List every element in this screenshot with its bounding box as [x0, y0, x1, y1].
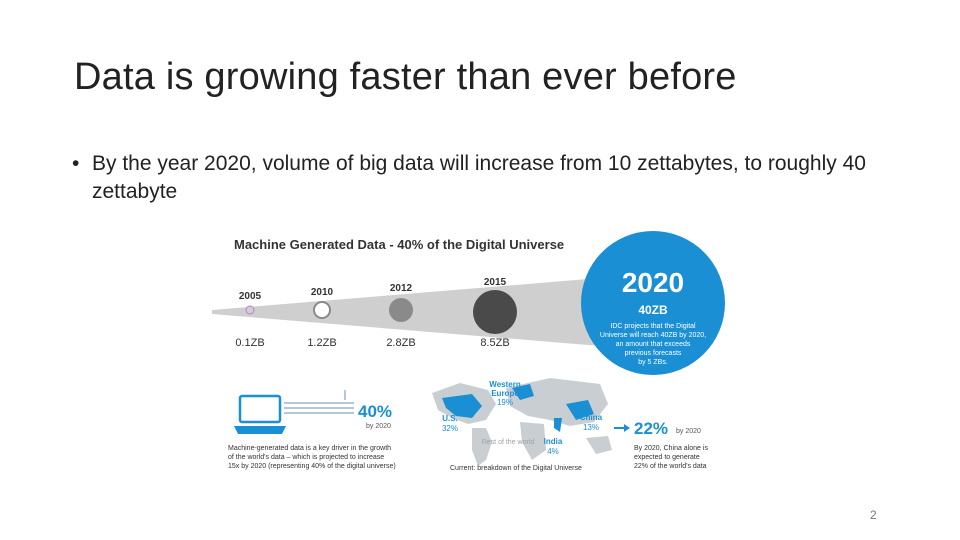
laptop-icon	[234, 394, 286, 434]
timeline-year: 2015	[484, 277, 507, 288]
region-label: Rest of the world	[482, 439, 535, 446]
page-number: 2	[870, 508, 877, 522]
timeline-2005: 2005 0.1ZB	[235, 291, 264, 349]
bullet-icon: •	[72, 152, 80, 175]
region-label: Western	[489, 380, 521, 389]
region-label: Europe	[491, 389, 519, 398]
highlight-circle	[581, 231, 725, 375]
bullet-text: By the year 2020, volume of big data wil…	[92, 152, 866, 203]
infographic-image: Machine Generated Data - 40% of the Digi…	[210, 228, 730, 478]
timeline-year: 2005	[239, 291, 262, 302]
timeline-2015: 2015 8.5ZB	[473, 277, 517, 349]
highlight-note-line: an amount that exceeds	[616, 341, 691, 348]
timeline-2012: 2012 2.8ZB	[386, 283, 415, 349]
highlight-2020: 2020 40ZB IDC projects that the Digital …	[581, 231, 725, 375]
map-caption: Current: breakdown of the Digital Univer…	[450, 465, 582, 472]
region-percent: 19%	[497, 398, 513, 407]
machine-percent: 40%	[358, 402, 392, 421]
highlight-note-line: Universe will reach 40ZB by 2020,	[600, 332, 706, 339]
timeline-volume: 1.2ZB	[307, 337, 336, 349]
timeline-volume: 8.5ZB	[480, 337, 509, 349]
region-label: China	[580, 413, 603, 422]
highlight-note-line: by 5 ZBs.	[638, 359, 668, 366]
timeline-volume: 0.1ZB	[235, 337, 264, 349]
arrow-head-icon	[624, 424, 630, 432]
highlight-note-line: previous forecasts	[625, 350, 682, 357]
highlight-volume: 40ZB	[638, 303, 668, 317]
machine-desc-line: 15x by 2020 (representing 40% of the dig…	[228, 463, 396, 470]
slide-title: Data is growing faster than ever before	[74, 56, 737, 98]
machine-by: by 2020	[366, 423, 391, 430]
china-desc-line: 22% of the world's data	[634, 463, 707, 470]
world-map	[432, 378, 612, 466]
region-percent: 32%	[442, 424, 458, 433]
infographic-heading: Machine Generated Data - 40% of the Digi…	[234, 237, 564, 252]
binary-stream-icon	[284, 390, 354, 414]
region-percent: 4%	[547, 447, 559, 456]
timeline-year: 2012	[390, 283, 413, 294]
timeline-year: 2010	[311, 287, 334, 298]
region-label: U.S.	[442, 414, 458, 423]
china-desc-line: By 2020, China alone is	[634, 445, 708, 452]
region-percent: 13%	[583, 423, 599, 432]
china-by: by 2020	[676, 428, 701, 435]
region-label: India	[544, 437, 563, 446]
timeline-dot	[313, 301, 331, 319]
timeline-dot	[389, 298, 413, 322]
machine-desc-line: Machine-generated data is a key driver i…	[228, 445, 391, 452]
highlight-year: 2020	[622, 267, 684, 298]
timeline-dot	[245, 305, 255, 315]
bullet-point: • By the year 2020, volume of big data w…	[72, 150, 912, 206]
highlight-note-line: IDC projects that the Digital	[610, 323, 696, 330]
timeline-volume: 2.8ZB	[386, 337, 415, 349]
timeline-2010: 2010 1.2ZB	[307, 287, 336, 349]
machine-desc-line: of the world's data – which is projected…	[228, 454, 384, 461]
china-percent: 22%	[634, 419, 668, 438]
china-desc-line: expected to generate	[634, 454, 700, 461]
timeline-dot	[473, 290, 517, 334]
